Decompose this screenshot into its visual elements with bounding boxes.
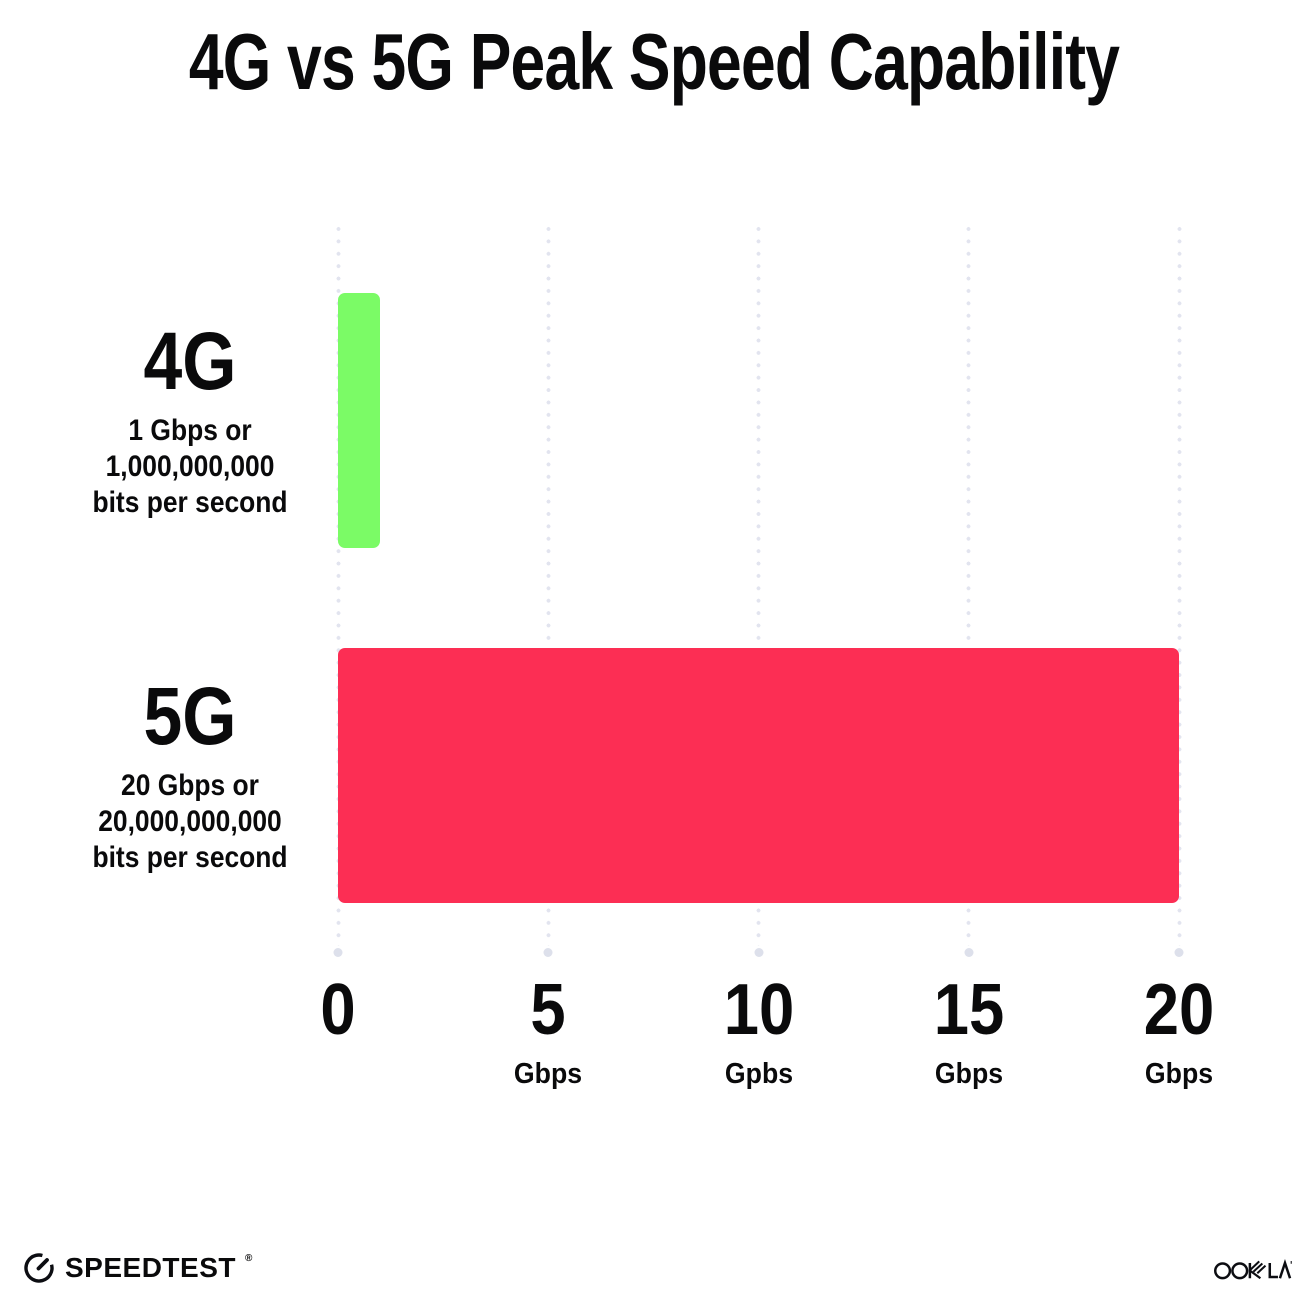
x-tick-number: 20 bbox=[1143, 970, 1215, 1050]
ookla-logo bbox=[1214, 1257, 1292, 1288]
row-sublabel-4g: 1 Gbps or 1,000,000,000 bits per second bbox=[58, 413, 322, 521]
row-sublabel-line: 20,000,000,000 bbox=[98, 804, 282, 838]
x-tick-unit: Gbps bbox=[514, 1058, 583, 1090]
row-category-5g: 5G bbox=[143, 670, 237, 762]
bar-4g bbox=[338, 293, 381, 548]
x-tick-unit: Gpbs bbox=[724, 1058, 793, 1090]
x-tick-unit: Gbps bbox=[934, 1058, 1003, 1090]
bar-5g bbox=[338, 648, 1179, 903]
row-sublabel-line: 1,000,000,000 bbox=[105, 449, 275, 483]
x-tick-unit: Gbps bbox=[1144, 1058, 1214, 1090]
chart-title: 4G vs 5G Peak Speed Capability bbox=[188, 17, 1120, 106]
x-tick-20: 20 Gbps bbox=[1139, 974, 1219, 1091]
x-tick-number: 15 bbox=[933, 970, 1004, 1050]
x-tick-number: 5 bbox=[530, 970, 566, 1050]
row-category-4g: 4G bbox=[143, 315, 237, 407]
x-tick-0: 0 bbox=[318, 974, 358, 1046]
row-sublabel-5g: 20 Gbps or 20,000,000,000 bits per second bbox=[58, 768, 322, 876]
speedtest-logo: SPEEDTEST ® bbox=[22, 1251, 252, 1285]
speedtest-gauge-icon bbox=[24, 1253, 54, 1283]
row-label-4g: 4G 1 Gbps or 1,000,000,000 bits per second bbox=[40, 315, 340, 521]
row-sublabel-line: 20 Gbps or bbox=[121, 768, 259, 802]
x-tick-5: 5 Gbps bbox=[511, 974, 585, 1091]
gridline-15 bbox=[966, 223, 972, 946]
row-sublabel-line: bits per second bbox=[92, 485, 288, 519]
x-tick-number: 0 bbox=[320, 970, 356, 1050]
row-sublabel-line: bits per second bbox=[92, 840, 288, 874]
gridline-20 bbox=[1176, 223, 1182, 946]
speedtest-logo-text: SPEEDTEST bbox=[65, 1252, 236, 1283]
ookla-wordmark bbox=[1214, 1259, 1292, 1280]
registered-trademark-symbol: ® bbox=[244, 1253, 253, 1264]
x-tick-10: 10 Gpbs bbox=[718, 974, 798, 1091]
x-tick-15: 15 Gbps bbox=[929, 974, 1009, 1091]
row-sublabel-line: 1 Gbps or bbox=[128, 413, 252, 447]
x-tick-number: 10 bbox=[723, 970, 794, 1050]
gridline-0 bbox=[335, 223, 341, 946]
gridline-5 bbox=[545, 223, 551, 946]
gridline-10 bbox=[756, 223, 761, 946]
row-label-5g: 5G 20 Gbps or 20,000,000,000 bits per secon… bbox=[40, 670, 340, 876]
